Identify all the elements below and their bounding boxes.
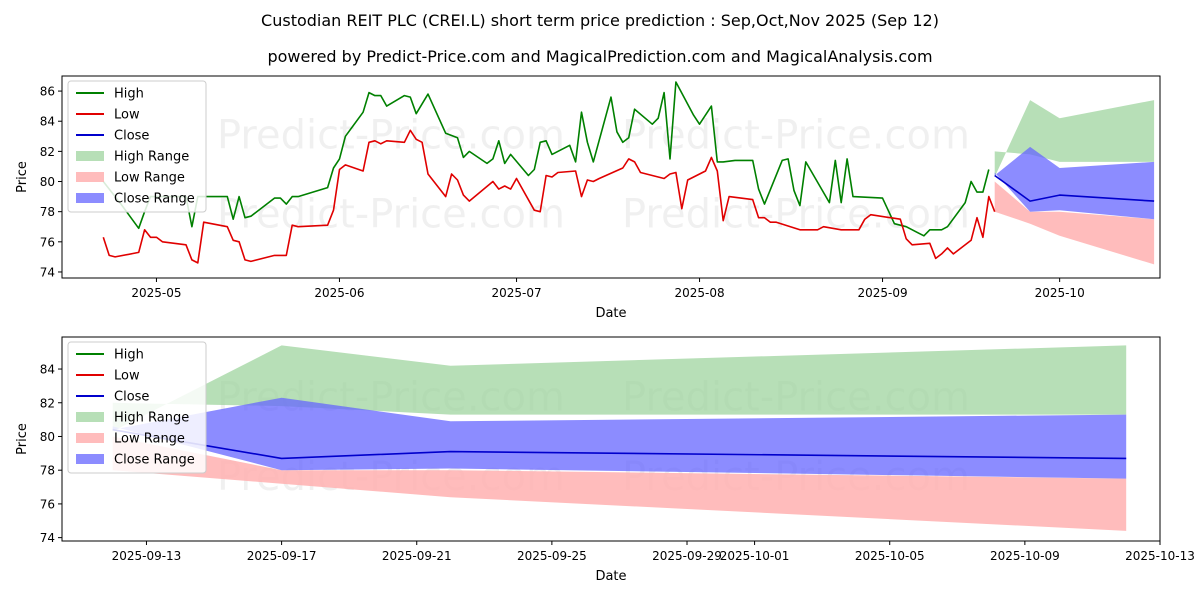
watermark-text: Predict-Price.com <box>217 113 565 159</box>
legend-swatch <box>76 193 104 203</box>
y-tick-label: 76 <box>40 235 55 249</box>
plot-frame <box>61 336 1161 542</box>
legend-swatch <box>76 172 104 182</box>
legend-swatch <box>76 454 104 464</box>
y-tick-label: 86 <box>40 85 55 99</box>
watermark-text: Predict-Price.com <box>217 192 565 238</box>
x-axis-label: Date <box>595 569 626 584</box>
y-tick-label: 74 <box>40 265 55 279</box>
x-tick-label: 2025-09-21 <box>382 549 452 563</box>
y-tick-label: 84 <box>40 115 55 129</box>
chart-title: Custodian REIT PLC (CREI.L) short term p… <box>261 11 939 30</box>
y-tick-label: 78 <box>40 205 55 219</box>
legend: High Low Close High Range Low Range Close Ran… <box>67 80 207 213</box>
y-axis-label: Price <box>15 423 30 455</box>
legend-label: High <box>114 87 144 102</box>
series-low-line <box>102 129 996 264</box>
bottom-chart: Predict-Price.comPredict-Price.comPredic… <box>15 336 1195 584</box>
x-tick-label: 2025-09-13 <box>112 549 182 563</box>
x-tick-label: 2025-09-25 <box>517 549 587 563</box>
x-tick-label: 2025-07 <box>491 286 541 300</box>
band-high-range <box>994 100 1155 177</box>
x-axis-label: Date <box>595 306 626 321</box>
legend-label: High Range <box>114 150 189 165</box>
x-tick-label: 2025-10-13 <box>1125 549 1195 563</box>
x-tick-label: 2025-10 <box>1035 286 1085 300</box>
band-close-range <box>112 397 1127 479</box>
band-close-range <box>994 146 1155 220</box>
x-tick-label: 2025-09-17 <box>247 549 317 563</box>
y-tick-label: 74 <box>40 531 55 545</box>
band-low-range <box>112 436 1127 531</box>
plot-frame <box>61 75 1161 279</box>
legend: High Low Close High Range Low Range Close Ran… <box>67 341 207 474</box>
x-tick-label: 2025-05 <box>131 286 181 300</box>
legend-label: Low <box>114 108 140 123</box>
legend-label: High Range <box>114 411 189 426</box>
top-chart: Predict-Price.com Predict-Price.com Predic… <box>15 75 1161 321</box>
legend-label: Low Range <box>114 171 185 186</box>
legend-swatch <box>76 151 104 161</box>
legend-label: Low Range <box>114 432 185 447</box>
series-high-line <box>102 81 990 237</box>
x-tick-label: 2025-10-09 <box>990 549 1060 563</box>
legend-label: Low <box>114 369 140 384</box>
y-tick-label: 82 <box>40 145 55 159</box>
chart-subtitle: powered by Predict-Price.com and Magical… <box>267 47 932 66</box>
x-tick-label: 2025-10-01 <box>720 549 790 563</box>
plot-area <box>102 81 1155 265</box>
y-tick-label: 76 <box>40 497 55 511</box>
y-tick-label: 80 <box>40 175 55 189</box>
x-tick-label: 2025-08 <box>674 286 724 300</box>
legend-label: Close <box>114 390 149 405</box>
y-axis-label: Price <box>15 161 30 193</box>
x-tick-label: 2025-09 <box>857 286 907 300</box>
y-tick-label: 82 <box>40 396 55 410</box>
legend-label: Close <box>114 129 149 144</box>
legend-swatch <box>76 412 104 422</box>
x-tick-label: 2025-06 <box>314 286 364 300</box>
x-tick-label: 2025-09-29 <box>652 549 722 563</box>
y-tick-label: 84 <box>40 363 55 377</box>
band-low-range <box>994 181 1155 265</box>
legend-label: High <box>114 348 144 363</box>
legend-swatch <box>76 433 104 443</box>
plot-area <box>112 345 1127 531</box>
watermark-text: Predict-Price.com <box>622 192 970 238</box>
legend-label: Close Range <box>114 192 195 207</box>
y-tick-label: 78 <box>40 464 55 478</box>
series-close-line <box>994 174 1155 202</box>
x-tick-label: 2025-10-05 <box>855 549 925 563</box>
y-tick-label: 80 <box>40 430 55 444</box>
watermark-text: Predict-Price.com <box>622 113 970 159</box>
legend-label: Close Range <box>114 453 195 468</box>
